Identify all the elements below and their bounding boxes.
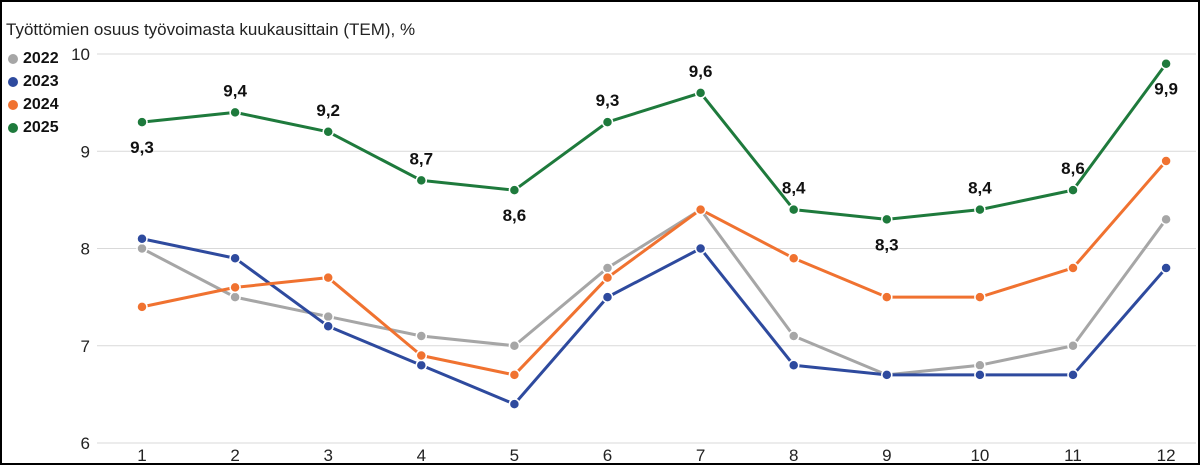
data-label: 8,6 <box>1061 159 1085 178</box>
data-point <box>508 369 521 381</box>
x-tick-label: 4 <box>417 446 426 463</box>
data-label: 9,4 <box>223 81 247 100</box>
data-point <box>508 340 521 352</box>
data-point <box>508 398 521 410</box>
x-tick-label: 2 <box>230 446 239 463</box>
data-point <box>1160 262 1172 274</box>
legend-item-2025: 2025 <box>8 116 59 139</box>
y-tick-label: 9 <box>81 142 90 161</box>
legend-item-2023: 2023 <box>8 70 59 93</box>
data-point <box>1067 340 1079 352</box>
data-point <box>415 349 428 362</box>
data-point <box>881 213 893 226</box>
data-label: 9,6 <box>689 62 713 81</box>
data-point <box>787 359 800 371</box>
data-label: 8,3 <box>875 235 899 254</box>
data-label: 9,2 <box>316 101 340 120</box>
series-2023 <box>136 233 1172 410</box>
data-point <box>881 369 893 381</box>
data-point <box>974 359 986 371</box>
data-point <box>787 203 800 216</box>
y-tick-label: 7 <box>81 337 90 356</box>
legend-item-2024: 2024 <box>8 93 59 116</box>
data-point <box>136 233 148 245</box>
data-point <box>415 330 428 342</box>
x-tick-label: 7 <box>696 446 705 463</box>
x-tick-label: 11 <box>1064 446 1082 463</box>
legend-marker <box>8 53 18 64</box>
x-tick-label: 8 <box>789 446 798 463</box>
data-point <box>787 252 800 264</box>
series-line-2023 <box>141 237 1168 406</box>
data-point <box>229 291 241 303</box>
data-point <box>1067 369 1079 381</box>
legend-label: 2022 <box>23 49 59 67</box>
data-point <box>601 291 614 303</box>
y-tick-label: 10 <box>71 45 90 64</box>
legend-marker <box>8 122 18 133</box>
data-point <box>694 87 707 99</box>
data-point <box>1067 262 1079 274</box>
data-point <box>881 291 893 303</box>
data-label: 9,9 <box>1154 80 1178 99</box>
legend-label: 2023 <box>23 72 59 90</box>
series-line-2025 <box>141 62 1168 221</box>
data-point <box>136 242 148 255</box>
data-point <box>229 252 241 264</box>
data-point <box>322 320 334 333</box>
series-line-2022 <box>141 208 1168 377</box>
data-label: 8,7 <box>409 149 433 168</box>
data-point <box>694 203 707 216</box>
data-point <box>1160 213 1172 226</box>
data-point <box>508 184 521 196</box>
x-tick-label: 6 <box>603 446 612 463</box>
data-point <box>974 291 986 303</box>
x-tick-label: 5 <box>510 446 519 463</box>
data-point <box>415 174 428 187</box>
data-label: 8,4 <box>782 179 806 198</box>
x-tick-label: 10 <box>970 446 989 463</box>
data-point <box>136 116 148 128</box>
data-label: 8,6 <box>503 206 527 225</box>
data-point <box>136 301 148 313</box>
data-point <box>974 369 986 381</box>
data-point <box>322 310 334 323</box>
series-2024 <box>136 155 1172 381</box>
data-point <box>601 262 614 274</box>
data-point <box>415 359 428 371</box>
data-point <box>694 242 707 255</box>
data-point <box>322 271 334 284</box>
series-2022 <box>136 203 1172 381</box>
data-point <box>229 281 241 294</box>
x-tick-label: 9 <box>882 446 891 463</box>
data-label: 9,3 <box>596 91 620 110</box>
chart-title: Työttömien osuus työvoimasta kuukausitta… <box>6 20 416 39</box>
data-point <box>601 116 614 128</box>
legend-item-2022: 2022 <box>8 47 59 70</box>
data-point <box>1067 184 1079 196</box>
legend-marker <box>8 99 18 110</box>
x-tick-label: 1 <box>137 446 146 463</box>
data-point <box>787 330 800 342</box>
data-point <box>1160 57 1172 70</box>
data-point <box>1160 155 1172 167</box>
data-point <box>601 271 614 284</box>
x-tick-label: 3 <box>323 446 332 463</box>
legend: 2022 2023 2024 2025 <box>8 47 59 139</box>
y-tick-label: 6 <box>81 434 90 453</box>
series-line-2024 <box>141 159 1168 377</box>
series-2025 <box>136 57 1172 226</box>
data-point <box>322 126 334 138</box>
legend-label: 2025 <box>23 118 59 136</box>
legend-label: 2024 <box>23 95 59 113</box>
data-point <box>974 203 986 216</box>
x-tick-label: 12 <box>1157 446 1176 463</box>
data-point <box>229 106 241 119</box>
data-label: 8,4 <box>968 179 992 198</box>
legend-marker <box>8 76 18 87</box>
y-tick-label: 8 <box>81 240 90 259</box>
data-label: 9,3 <box>130 138 154 157</box>
